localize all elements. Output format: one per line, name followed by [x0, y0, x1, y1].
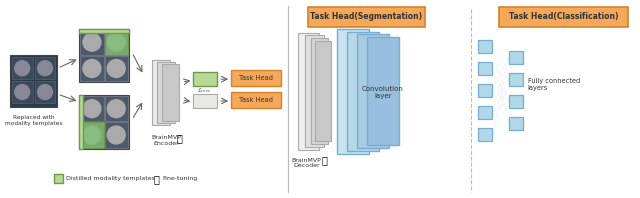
- Bar: [193, 72, 217, 86]
- Bar: [357, 34, 389, 148]
- Bar: [54, 174, 63, 183]
- Text: 🔥: 🔥: [177, 133, 182, 143]
- Text: $\mathcal{L}_{cons}$: $\mathcal{L}_{cons}$: [197, 86, 212, 94]
- Bar: [298, 32, 319, 150]
- Bar: [337, 29, 369, 154]
- Bar: [478, 84, 492, 97]
- Text: Task Head(Segmentation): Task Head(Segmentation): [310, 12, 422, 21]
- Text: Replaced with
modality templates: Replaced with modality templates: [5, 115, 62, 126]
- Bar: [348, 31, 379, 151]
- Bar: [509, 117, 523, 130]
- Circle shape: [108, 126, 125, 144]
- Circle shape: [83, 33, 101, 51]
- Bar: [193, 94, 217, 108]
- Text: Task Head: Task Head: [239, 97, 273, 103]
- Bar: [152, 60, 170, 125]
- Circle shape: [108, 100, 125, 118]
- Text: BrainMVP
Decoder: BrainMVP Decoder: [292, 158, 321, 168]
- Text: BrainMVP
Encoder: BrainMVP Encoder: [152, 135, 182, 146]
- Text: Convolution
layer: Convolution layer: [362, 86, 404, 99]
- Text: Distilled modality templates: Distilled modality templates: [67, 176, 156, 181]
- Bar: [509, 73, 523, 86]
- Bar: [499, 7, 628, 27]
- Text: Fine-tuning: Fine-tuning: [163, 176, 198, 181]
- Circle shape: [38, 85, 52, 100]
- Circle shape: [108, 33, 125, 51]
- Circle shape: [15, 85, 29, 100]
- Bar: [80, 122, 104, 148]
- Circle shape: [38, 61, 52, 76]
- Bar: [104, 122, 128, 148]
- Bar: [79, 29, 129, 82]
- Bar: [79, 29, 129, 32]
- Text: Task Head: Task Head: [239, 75, 273, 81]
- Circle shape: [83, 126, 101, 144]
- Bar: [509, 51, 523, 64]
- Bar: [478, 128, 492, 141]
- Bar: [80, 30, 104, 55]
- Bar: [162, 64, 179, 121]
- Bar: [12, 57, 33, 79]
- Bar: [316, 41, 332, 141]
- Bar: [35, 57, 56, 79]
- Text: Task Head(Classification): Task Head(Classification): [509, 12, 618, 21]
- Text: 🔥: 🔥: [321, 156, 327, 166]
- Bar: [310, 38, 328, 144]
- Bar: [157, 62, 175, 123]
- Bar: [80, 56, 104, 81]
- Bar: [478, 40, 492, 53]
- Circle shape: [108, 60, 125, 77]
- Bar: [104, 30, 128, 55]
- Bar: [80, 96, 104, 121]
- Bar: [104, 56, 128, 81]
- Text: 🔥: 🔥: [154, 174, 159, 184]
- Bar: [79, 95, 83, 149]
- Bar: [79, 95, 129, 149]
- Circle shape: [15, 61, 29, 76]
- Bar: [10, 55, 58, 107]
- Bar: [35, 81, 56, 103]
- Bar: [231, 92, 281, 108]
- Bar: [12, 81, 33, 103]
- Bar: [509, 95, 523, 108]
- Bar: [231, 70, 281, 86]
- Bar: [478, 62, 492, 75]
- Circle shape: [83, 100, 101, 118]
- Bar: [367, 37, 399, 145]
- Bar: [308, 7, 424, 27]
- Bar: [305, 35, 324, 147]
- Bar: [104, 96, 128, 121]
- Text: Fully connected
layers: Fully connected layers: [528, 78, 580, 91]
- Circle shape: [83, 60, 101, 77]
- Bar: [478, 106, 492, 119]
